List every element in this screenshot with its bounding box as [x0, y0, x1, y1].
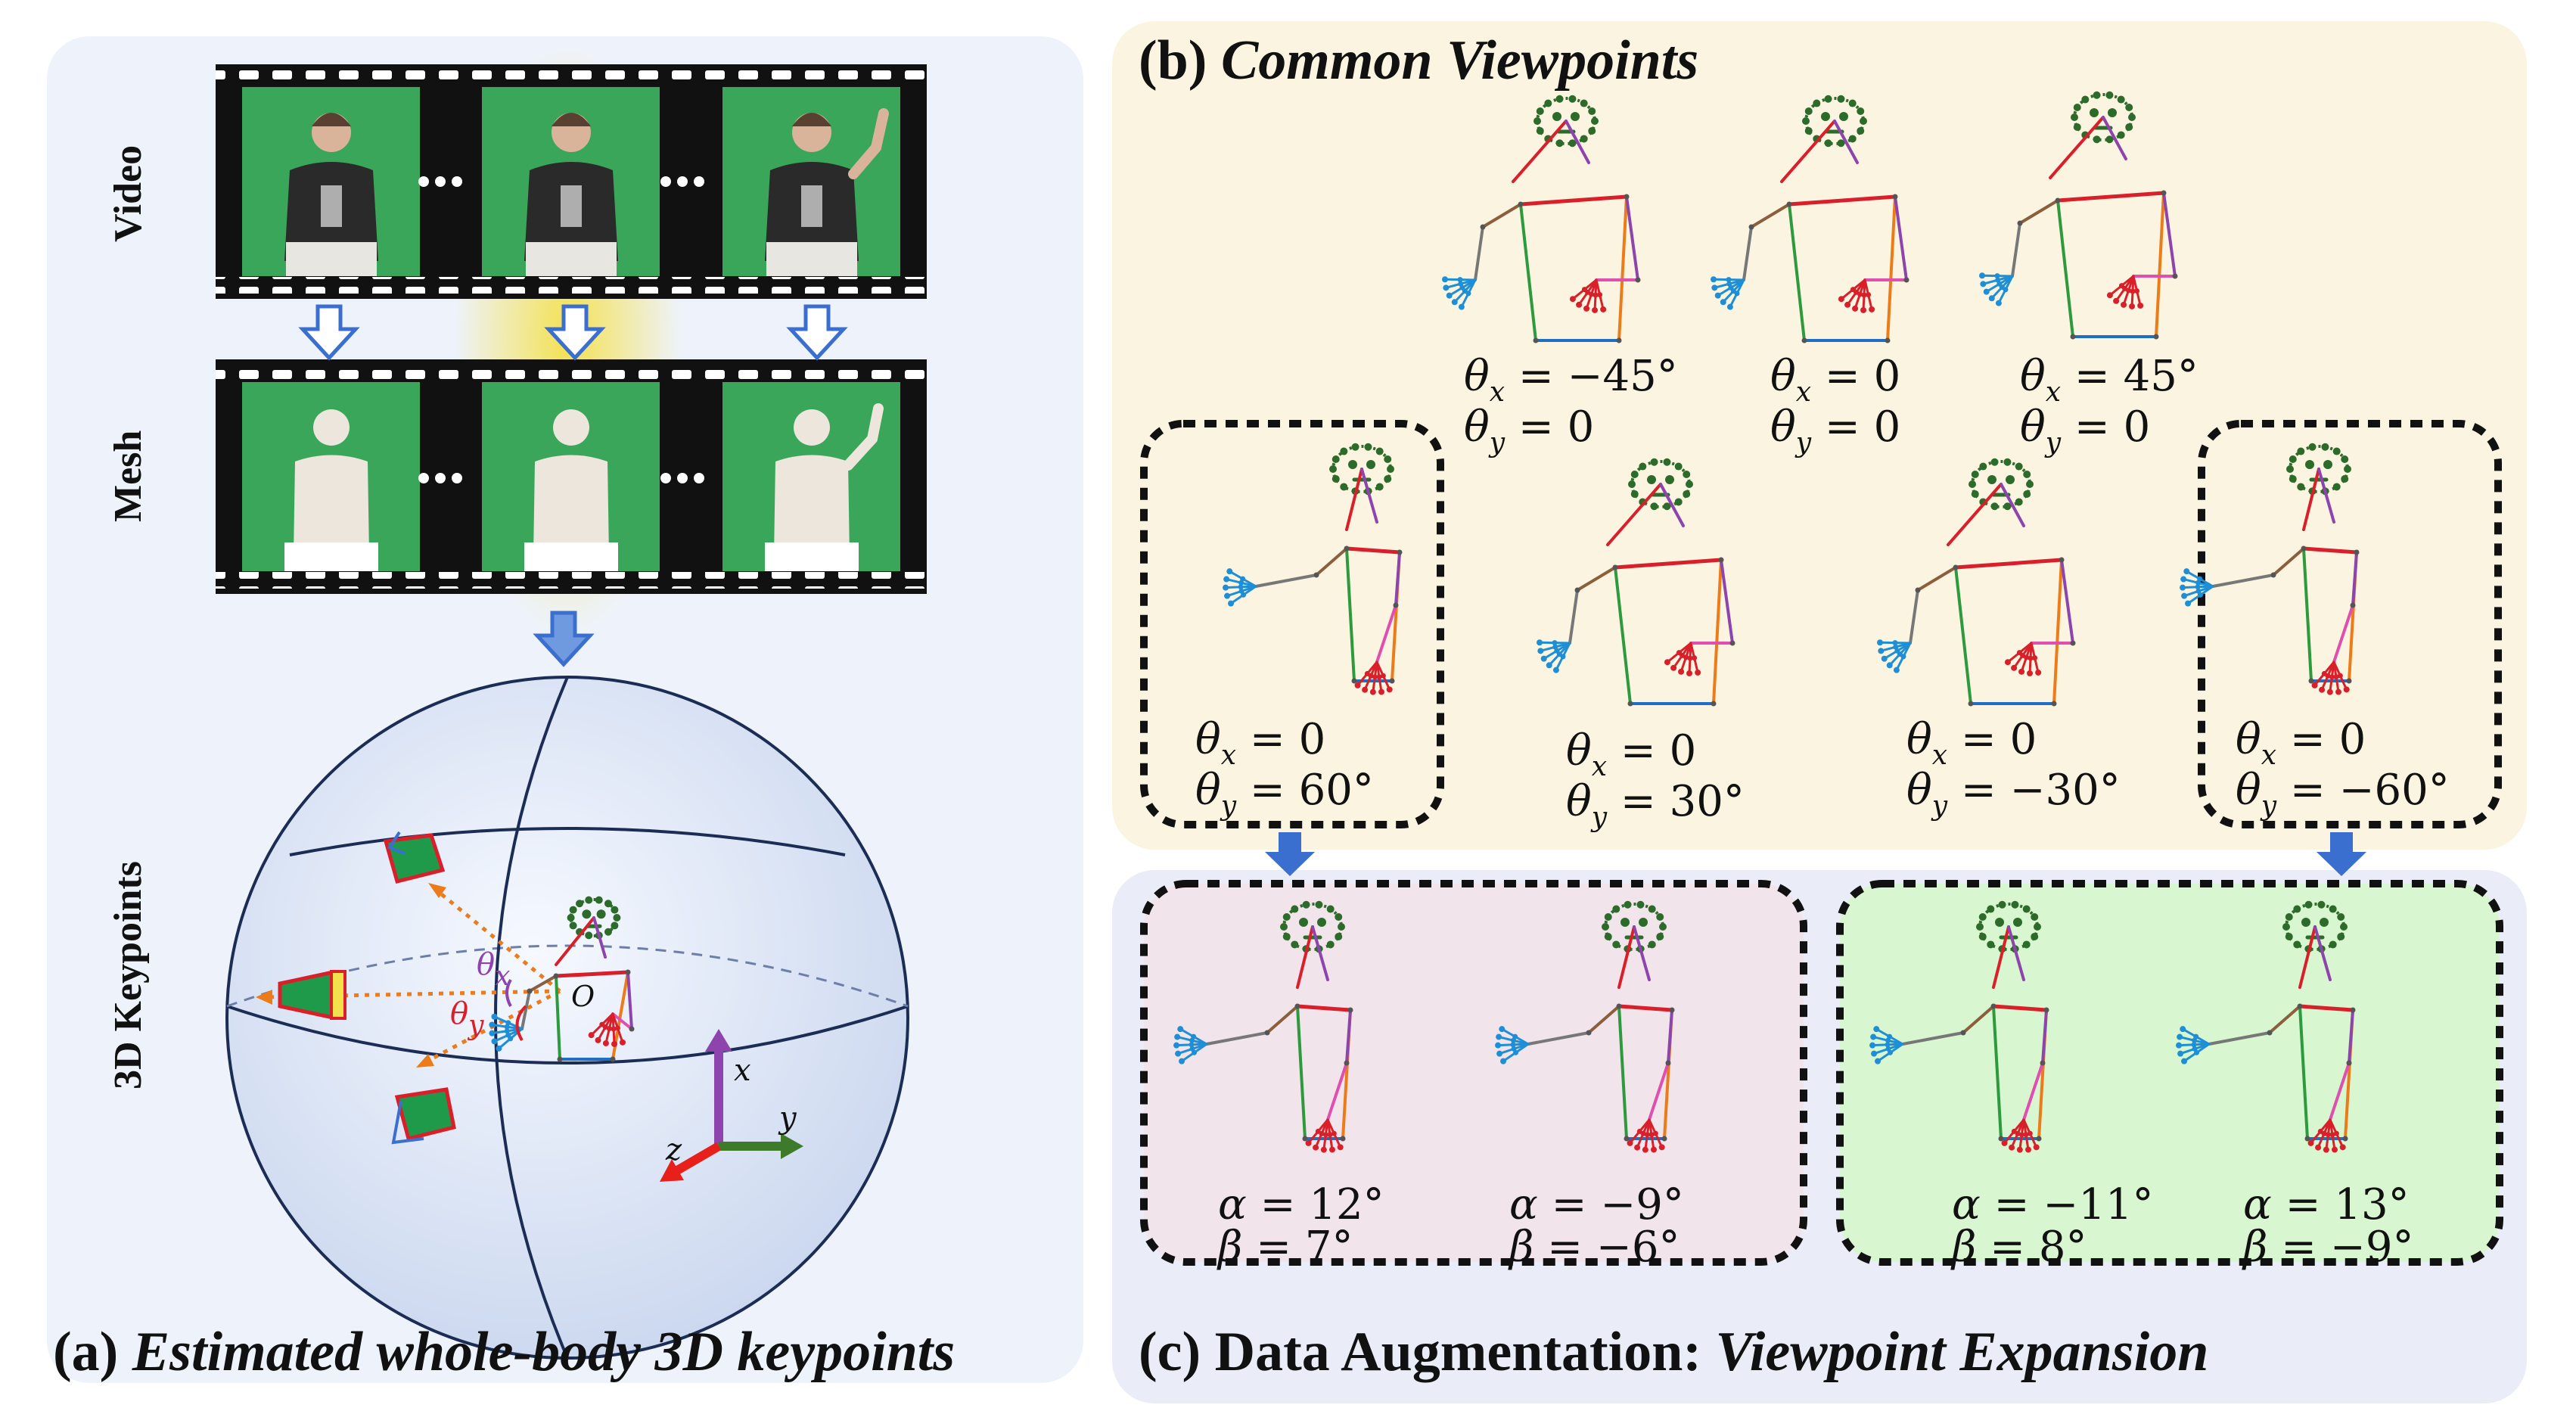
skeleton-augmented [1173, 900, 1353, 1153]
film-strips [216, 45, 927, 667]
skeleton-augmented [2176, 900, 2356, 1153]
equator-front [226, 1005, 909, 1064]
film-sprockets-top [216, 365, 927, 381]
mesh-frame [242, 382, 420, 571]
row-label-mesh: Mesh [107, 430, 150, 522]
skeleton-view [1537, 458, 1735, 707]
skeleton-view [1223, 443, 1403, 695]
panel-c-caption: (c) Data Augmentation: Viewpoint Expansi… [1139, 1321, 2209, 1383]
skeleton-3d [489, 896, 635, 1062]
view-label: θx = 0 θy = −60° [2236, 715, 2450, 822]
skeleton-view [1442, 95, 1641, 343]
coordinate-axes [660, 1029, 803, 1182]
aug-label: α = 13° β = −9° [2243, 1180, 2414, 1272]
video-frame [242, 87, 420, 276]
sphere-skeleton [489, 896, 635, 1062]
view-label: θx = 45° θy = 0 [2020, 352, 2198, 458]
view-label: θx = −45° θy = 0 [1464, 352, 1678, 458]
view-label: θx = 0 θy = −30° [1906, 715, 2121, 822]
view-label: θx = 0 θy = 30° [1566, 726, 1745, 833]
view-label: θx = 0 θy = 60° [1195, 715, 1374, 822]
camera-icons [278, 831, 456, 1145]
mesh-frame [482, 382, 660, 571]
video-frame [482, 87, 660, 276]
panel-b-background [1112, 21, 2527, 850]
aug-label: α = −9° β = −6° [1509, 1180, 1684, 1272]
camera-icon [391, 1087, 456, 1145]
skeleton-view [1711, 95, 1909, 343]
film-sprockets-top [216, 70, 927, 86]
video-frame [722, 87, 900, 276]
skeleton-view [1979, 91, 2178, 340]
equator-back [226, 944, 909, 1008]
aug-label: α = −11° β = 8° [1952, 1180, 2154, 1272]
axis-z-label: z [666, 1133, 682, 1167]
mesh-frame [722, 382, 900, 571]
panel-b-caption: (b) Common Viewpoints [1139, 30, 1699, 92]
camera-icon [383, 831, 446, 884]
origin-label: O [571, 980, 595, 1013]
panel-a-caption: (a) Estimated whole-body 3D keypoints [53, 1321, 956, 1383]
theta-x-label: θx [477, 947, 511, 992]
skeleton-augmented [1869, 900, 2049, 1153]
skeleton-augmented [1495, 900, 1675, 1153]
upper-latitude [289, 827, 846, 856]
film-sprockets-bottom [216, 572, 927, 589]
axis-x-label: x [734, 1053, 751, 1088]
ellipsis-dots [418, 176, 704, 483]
camera-icon [278, 969, 346, 1021]
viewpoint-sphere [225, 676, 909, 1360]
skeleton-view [2180, 443, 2360, 695]
skeleton-figures [1173, 91, 2360, 1153]
down-arrows [298, 304, 848, 667]
skeleton-view [1877, 458, 2076, 707]
view-label: θx = 0 θy = 0 [1770, 352, 1901, 458]
theta-y-label: θy [450, 996, 484, 1041]
row-label-video: Video [107, 145, 150, 242]
ray-arrowheads [256, 883, 446, 1068]
film-sprockets-bottom [216, 277, 927, 294]
row-label-3d-keypoints: 3D Keypoints [107, 861, 150, 1089]
aug-label: α = 12° β = 7° [1218, 1180, 1384, 1272]
axis-y-label: y [779, 1101, 797, 1136]
dashed-boxes [1140, 420, 2503, 1266]
